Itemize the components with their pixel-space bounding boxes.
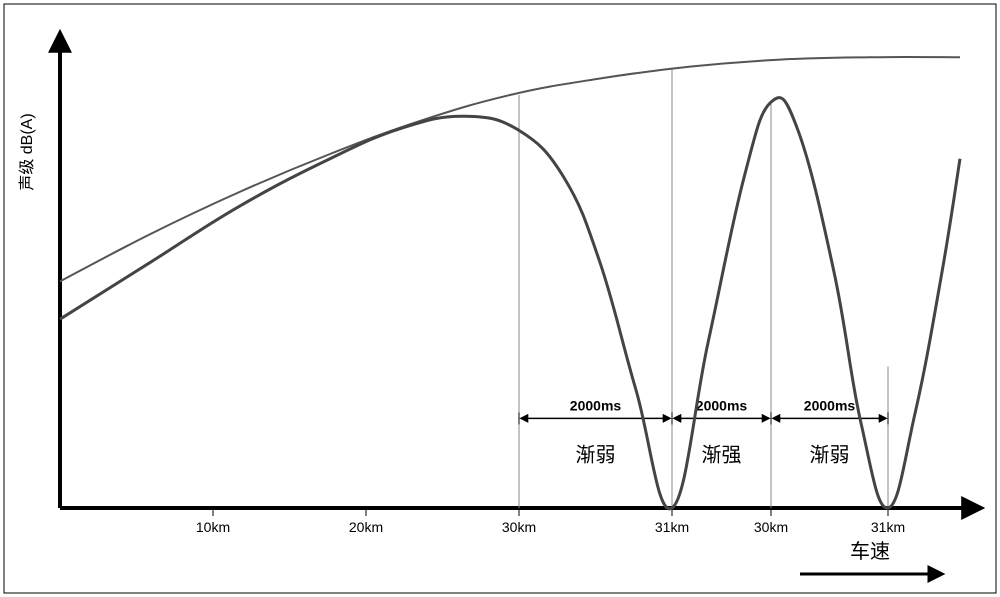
envelope-curve (60, 57, 960, 281)
segment-phase: 渐强 (702, 443, 742, 466)
segment-duration: 2000ms (570, 397, 622, 413)
x-tick-label: 20km (349, 519, 383, 535)
x-tick-label: 31km (655, 519, 689, 535)
chart-svg: 声级 dB(A) 10km 20km 30km 31km 30km 31km 车速 2000ms… (0, 0, 1000, 597)
segment-duration: 2000ms (804, 397, 856, 413)
segment-phase: 渐弱 (810, 443, 850, 466)
outer-frame (4, 4, 996, 593)
x-tick-label: 31km (871, 519, 905, 535)
y-axis-label: 声级 dB(A) (18, 113, 36, 190)
x-tick-label: 30km (754, 519, 788, 535)
x-tick-label: 10km (196, 519, 230, 535)
chart-container: 声级 dB(A) 10km 20km 30km 31km 30km 31km 车速 2000ms… (0, 0, 1000, 597)
segment-phase: 渐弱 (576, 443, 616, 466)
x-axis-label: 车速 (850, 540, 890, 563)
x-tick-label: 30km (502, 519, 536, 535)
segment-duration: 2000ms (696, 397, 748, 413)
